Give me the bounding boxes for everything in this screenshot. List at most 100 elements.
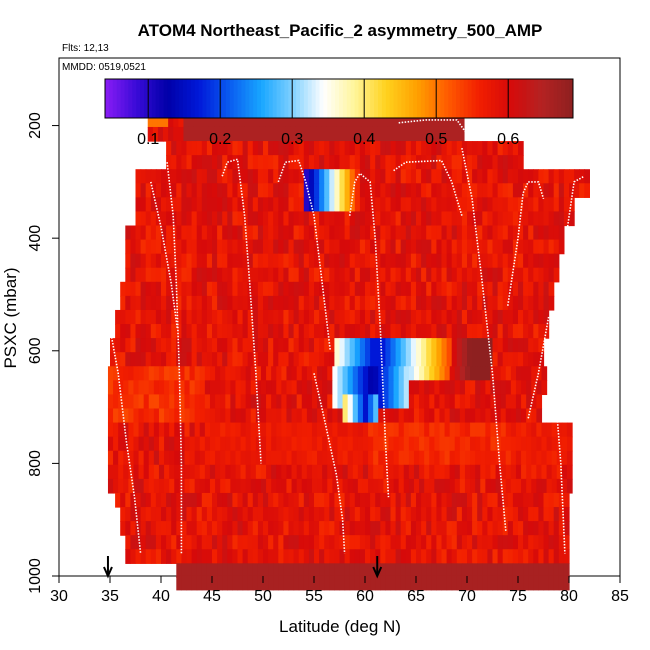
heatmap-cell xyxy=(365,309,371,325)
heatmap-cell xyxy=(257,338,264,353)
heatmap-cell xyxy=(523,169,529,184)
heatmap-cell xyxy=(220,436,226,452)
heatmap-cell xyxy=(232,492,239,508)
heatmap-cell xyxy=(135,225,142,241)
heatmap-cell xyxy=(556,422,563,438)
heatmap-cell xyxy=(523,575,529,591)
heatmap-cell xyxy=(497,295,504,311)
heatmap-cell xyxy=(237,521,244,536)
heatmap-cell xyxy=(278,549,284,564)
heatmap-cell xyxy=(416,352,422,367)
heatmap-cell xyxy=(334,352,341,367)
heatmap-cell xyxy=(166,507,172,522)
heatmap-cell xyxy=(446,352,453,367)
profile-track xyxy=(461,147,507,532)
heatmap-cell xyxy=(543,563,550,579)
heatmap-cell xyxy=(319,141,325,156)
heatmap-cell xyxy=(443,126,450,142)
heatmap-cell xyxy=(329,507,335,522)
heatmap-cell xyxy=(176,309,182,325)
heatmap-cell xyxy=(314,211,320,227)
heatmap-cell xyxy=(293,183,300,198)
heatmap-cell xyxy=(398,366,405,381)
heatmap-cell xyxy=(329,239,335,255)
heatmap-cell xyxy=(164,366,170,381)
heatmap-cell xyxy=(247,225,254,241)
heatmap-cell xyxy=(416,507,422,522)
heatmap-cell xyxy=(230,366,237,381)
heatmap-cell xyxy=(263,492,269,508)
heatmap-cell xyxy=(201,507,208,522)
heatmap-cell xyxy=(276,436,282,452)
heatmap-cell xyxy=(209,366,216,381)
heatmap-cell xyxy=(492,352,499,367)
heatmap-cell xyxy=(242,197,249,213)
heatmap-cell xyxy=(518,575,524,591)
heatmap-cell xyxy=(536,450,543,466)
heatmap-cell xyxy=(186,563,193,579)
heatmap-cell xyxy=(510,366,517,381)
heatmap-cell xyxy=(431,239,437,255)
heatmap-cell xyxy=(344,549,351,564)
heatmap-cell xyxy=(492,535,499,550)
heatmap-cell xyxy=(281,422,288,438)
heatmap-cell xyxy=(380,324,386,339)
heatmap-cell xyxy=(370,169,376,184)
heatmap-cell xyxy=(186,211,193,227)
heatmap-cell xyxy=(395,507,402,522)
heatmap-cell xyxy=(293,141,300,156)
heatmap-cell xyxy=(405,324,412,339)
heatmap-cell xyxy=(454,366,461,381)
heatmap-cell xyxy=(413,450,420,466)
colorbar-swatch xyxy=(428,79,434,118)
heatmap-cell xyxy=(359,225,366,241)
heatmap-cell xyxy=(467,549,473,564)
heatmap-cell xyxy=(227,338,233,353)
heatmap-cell xyxy=(319,239,325,255)
heatmap-cell xyxy=(410,267,417,283)
heatmap-cell xyxy=(393,450,400,466)
heatmap-cell xyxy=(502,267,509,283)
heatmap-cell xyxy=(130,239,137,255)
heatmap-cell xyxy=(230,478,237,494)
heatmap-cell xyxy=(337,422,344,438)
heatmap-cell xyxy=(263,535,269,550)
heatmap-cell xyxy=(487,324,494,339)
heatmap-cell xyxy=(429,478,435,494)
heatmap-cell xyxy=(441,197,448,213)
heatmap-cell xyxy=(387,112,394,128)
heatmap-cell xyxy=(220,422,226,438)
heatmap-cell xyxy=(208,126,215,142)
heatmap-cell xyxy=(303,281,310,297)
heatmap-cell xyxy=(268,155,274,170)
heatmap-cell xyxy=(250,394,257,410)
heatmap-cell xyxy=(113,478,119,494)
heatmap-cell xyxy=(526,450,532,466)
colorbar-swatch xyxy=(553,79,558,118)
heatmap-cell xyxy=(176,507,182,522)
heatmap-cell xyxy=(252,225,259,241)
heatmap-cell xyxy=(176,225,182,241)
heatmap-cell xyxy=(434,450,441,466)
colorbar-tick-label: 0.5 xyxy=(425,131,447,148)
heatmap-cell xyxy=(130,324,137,339)
heatmap-cell xyxy=(181,141,188,156)
heatmap-cell xyxy=(293,253,300,269)
heatmap-cell xyxy=(584,169,590,184)
heatmap-cell xyxy=(222,492,228,508)
heatmap-cell xyxy=(181,267,188,283)
heatmap-cell xyxy=(426,492,432,508)
heatmap-cell xyxy=(467,225,473,241)
colorbar-swatch xyxy=(346,79,352,118)
heatmap-cell xyxy=(461,253,468,269)
heatmap-cell xyxy=(113,366,119,381)
heatmap-cell xyxy=(416,225,422,241)
heatmap-cell xyxy=(308,267,315,283)
heatmap-cell xyxy=(164,478,170,494)
heatmap-cell xyxy=(454,422,461,438)
heatmap-cell xyxy=(319,295,325,311)
heatmap-cell xyxy=(436,309,443,325)
heatmap-cell xyxy=(138,366,145,381)
heatmap-cell xyxy=(133,366,140,381)
heatmap-cell xyxy=(301,408,308,424)
